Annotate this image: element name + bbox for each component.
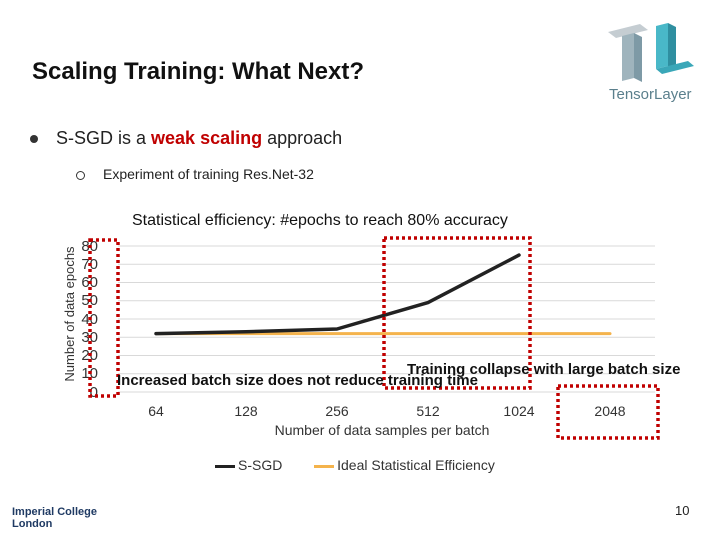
bullet-weak-scaling: S-SGD is a weak scaling approach (30, 128, 342, 149)
highlight-box-2048 (556, 384, 660, 440)
chart-title: Statistical efficiency: #epochs to reach… (132, 212, 508, 229)
x-tick-label: 64 (148, 403, 164, 419)
imperial-college-logo: Imperial College London (12, 506, 97, 530)
bullet1-highlight: weak scaling (151, 128, 263, 148)
institution-line2: London (12, 518, 53, 530)
bullet-dot-icon (30, 135, 38, 144)
legend-label-ideal: Ideal Statistical Efficiency (337, 457, 495, 473)
series-line-s-sgd (154, 253, 521, 336)
institution-line1: Imperial College (12, 506, 97, 518)
bullet1-suffix: approach (262, 128, 343, 148)
annotation-no-time-reduction: Increased batch size does not reduce tra… (117, 372, 478, 389)
annotation-training-collapse: Training collapse with large batch size (407, 361, 681, 378)
highlight-box-yaxis (88, 238, 120, 398)
x-tick-label: 128 (234, 403, 258, 419)
bullet1-prefix: S-SGD is a (56, 128, 152, 148)
legend-label-s-sgd: S-SGD (238, 457, 283, 473)
x-tick-label: 512 (416, 403, 440, 419)
highlight-box-large-batch (382, 236, 532, 390)
page-number: 10 (675, 503, 690, 518)
y-tick-label: 0 (89, 383, 98, 401)
x-tick-label: 2048 (594, 403, 626, 419)
sub-bullet-ring-icon (76, 170, 85, 180)
chart-legend: S-SGD Ideal Statistical Efficiency (215, 457, 495, 473)
x-axis-label: Number of data samples per batch (274, 422, 490, 438)
tensorlayer-logo-text: TensorLayer (609, 86, 692, 103)
sub-bullet-text: Experiment of training Res.Net-32 (103, 166, 314, 182)
legend-swatch-ideal (314, 464, 335, 468)
tensorlayer-logo-icon (608, 23, 694, 82)
legend-swatch-s-sgd (215, 464, 235, 468)
sub-bullet-experiment: Experiment of training Res.Net-32 (76, 166, 314, 182)
x-tick-label: 256 (325, 403, 349, 419)
slide-title: Scaling Training: What Next? (32, 58, 365, 85)
x-tick-label: 1024 (503, 403, 535, 419)
